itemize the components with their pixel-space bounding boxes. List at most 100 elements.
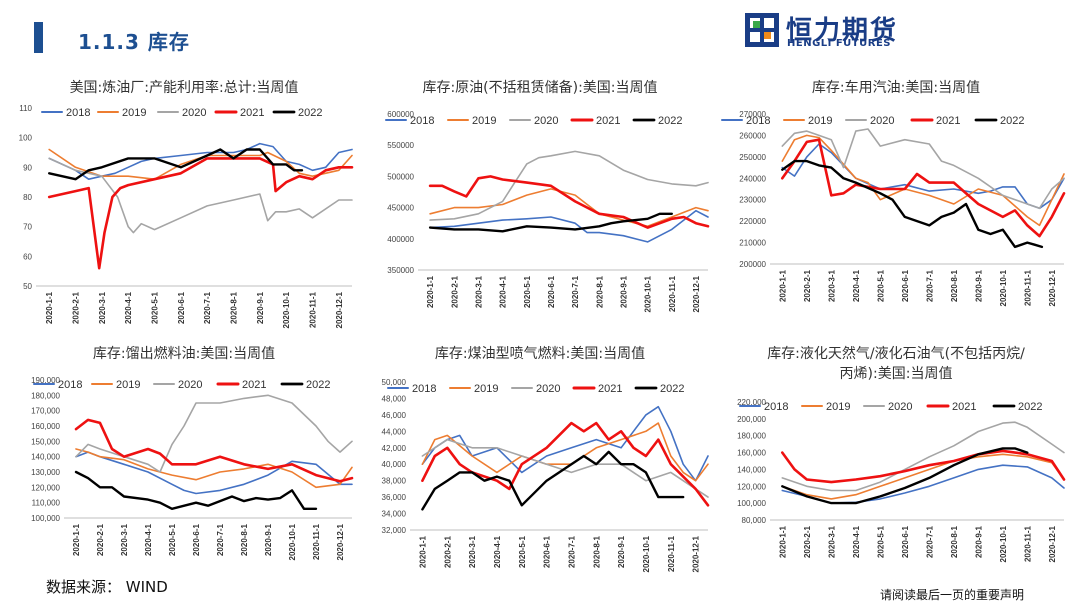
x-tick-label: 2020-11-1 bbox=[312, 523, 321, 560]
x-tick-label: 2020-10-1 bbox=[999, 269, 1008, 306]
legend-label: 2019 bbox=[808, 115, 832, 127]
y-tick-label: 190,000 bbox=[31, 376, 60, 385]
x-tick-label: 2020-1-1 bbox=[72, 523, 81, 556]
y-tick-label: 44,000 bbox=[382, 427, 407, 436]
x-tick-label: 2020-3-1 bbox=[827, 269, 836, 302]
series-line-2022 bbox=[74, 470, 318, 511]
chart-legend: 2018 2019 2020 2021 2022 bbox=[387, 383, 684, 395]
y-tick-label: 230000 bbox=[739, 196, 766, 205]
x-tick-label: 2020-9-1 bbox=[619, 275, 628, 308]
x-tick-label: 2020-6-1 bbox=[177, 291, 186, 324]
y-tick-label: 32,000 bbox=[382, 526, 407, 535]
y-tick-label: 450000 bbox=[387, 204, 414, 213]
x-tick-label: 2020-11-1 bbox=[667, 535, 676, 572]
legend-label: 2019 bbox=[116, 379, 140, 391]
y-tick-label: 110 bbox=[19, 104, 32, 113]
series-line-2022 bbox=[428, 212, 673, 233]
x-tick-label: 2020-1-1 bbox=[45, 291, 54, 324]
chart-title: 库存:馏出燃料油:美国:当周值 bbox=[92, 346, 276, 362]
y-tick-label: 40,000 bbox=[382, 460, 407, 469]
x-tick-label: 2020-2-1 bbox=[96, 523, 105, 556]
series-line-2022 bbox=[781, 159, 1044, 249]
x-tick-label: 2020-3-1 bbox=[120, 523, 129, 556]
y-tick-label: 400000 bbox=[387, 235, 414, 244]
y-tick-label: 220000 bbox=[739, 217, 766, 226]
x-tick-label: 2020-4-1 bbox=[493, 535, 502, 568]
x-tick-label: 2020-10-1 bbox=[999, 525, 1008, 562]
y-tick-label: 70 bbox=[23, 223, 32, 232]
x-tick-label: 2020-1-1 bbox=[778, 269, 787, 302]
y-tick-label: 350000 bbox=[387, 266, 414, 275]
y-tick-label: 250000 bbox=[739, 153, 766, 162]
series-line-2020 bbox=[421, 438, 709, 498]
series-line-2021 bbox=[421, 421, 710, 507]
x-tick-label: 2020-3-1 bbox=[474, 275, 483, 308]
y-tick-label: 60 bbox=[23, 252, 32, 261]
x-tick-label: 2020-9-1 bbox=[974, 525, 983, 558]
series-line-2021 bbox=[428, 175, 710, 229]
x-tick-label: 2020-6-1 bbox=[547, 275, 556, 308]
legend-label: 2021 bbox=[240, 107, 264, 119]
chart-title-line: 库存:液化天然气/液化石油气(不包括丙烷/ bbox=[767, 346, 1025, 362]
x-tick-label: 2020-12-1 bbox=[692, 275, 701, 312]
x-tick-label: 2020-10-1 bbox=[644, 275, 653, 312]
chart-title: 库存:原油(不括租赁储备):美国:当周值 bbox=[422, 80, 658, 96]
x-tick-label: 2020-2-1 bbox=[443, 535, 452, 568]
y-tick-label: 48,000 bbox=[382, 394, 407, 403]
line-chart: 350000 400000 450000 500000 550000 600000 2020… bbox=[385, 110, 710, 312]
series-line-2019 bbox=[781, 453, 1065, 500]
x-tick-label: 2020-12-1 bbox=[1048, 269, 1057, 306]
series-line-2020 bbox=[48, 157, 353, 234]
chart-panel-gasoline-inventory: 库存:车用汽油:美国:当周值 200000 210000 220000 230000 24… bbox=[718, 74, 1074, 336]
x-tick-label: 2020-5-1 bbox=[518, 535, 527, 568]
y-tick-label: 110,000 bbox=[32, 499, 61, 508]
legend-label: 2018 bbox=[764, 401, 788, 413]
series-line-2020 bbox=[75, 394, 353, 473]
chart-legend: 2018 2019 2020 2021 2022 bbox=[33, 379, 330, 391]
series-line-2020 bbox=[429, 150, 709, 221]
y-tick-label: 160,000 bbox=[737, 449, 766, 458]
x-tick-label: 2020-11-1 bbox=[309, 291, 318, 328]
y-tick-label: 220,000 bbox=[737, 398, 766, 407]
x-tick-label: 2020-8-1 bbox=[595, 275, 604, 308]
legend-label: 2020 bbox=[534, 115, 558, 127]
y-tick-label: 130,000 bbox=[31, 468, 60, 477]
y-tick-label: 100,000 bbox=[737, 499, 766, 508]
y-tick-label: 140,000 bbox=[737, 465, 766, 474]
x-tick-label: 2020-12-1 bbox=[335, 291, 344, 328]
x-tick-label: 2020-11-1 bbox=[1023, 525, 1032, 562]
legend-label: 2018 bbox=[58, 379, 82, 391]
legend-label: 2019 bbox=[826, 401, 850, 413]
series-line-2021 bbox=[47, 157, 354, 270]
chart-legend: 2018 2019 2020 2021 2022 bbox=[385, 115, 682, 127]
disclaimer-note: 请阅读最后一页的重要声明 bbox=[880, 588, 1025, 602]
x-tick-label: 2020-1-1 bbox=[778, 525, 787, 558]
y-tick-label: 150,000 bbox=[31, 437, 60, 446]
x-tick-label: 2020-12-1 bbox=[336, 523, 345, 560]
legend-label: 2021 bbox=[936, 115, 960, 127]
series-line-2022 bbox=[421, 450, 685, 511]
y-tick-label: 50,000 bbox=[382, 378, 407, 387]
y-tick-label: 550000 bbox=[387, 141, 414, 150]
y-tick-label: 600000 bbox=[387, 110, 414, 119]
chart-panel-refinery-utilization: 美国:炼油厂:产能利用率:总计:当周值 50 60 70 80 90 100 110 2020-… bbox=[6, 74, 362, 336]
x-tick-label: 2020-5-1 bbox=[876, 269, 885, 302]
x-tick-label: 2020-12-1 bbox=[692, 535, 701, 572]
chart-title: 库存:煤油型喷气燃料:美国:当周值 bbox=[434, 346, 646, 362]
x-tick-label: 2020-8-1 bbox=[950, 269, 959, 302]
series-line-2018 bbox=[421, 405, 709, 482]
x-tick-label: 2020-6-1 bbox=[901, 269, 910, 302]
legend-label: 2022 bbox=[298, 107, 322, 119]
series-line-2021 bbox=[781, 449, 1066, 484]
legend-label: 2020 bbox=[536, 383, 560, 395]
x-tick-label: 2020-3-1 bbox=[827, 525, 836, 558]
x-tick-label: 2020-1-1 bbox=[418, 535, 427, 568]
series-line-2018 bbox=[781, 143, 1065, 210]
x-tick-label: 2020-6-1 bbox=[543, 535, 552, 568]
legend-label: 2019 bbox=[474, 383, 498, 395]
chart-panel-distillate-inventory: 库存:馏出燃料油:美国:当周值 100,000 110,000 120,000 130,… bbox=[6, 340, 362, 570]
x-tick-label: 2020-4-1 bbox=[499, 275, 508, 308]
y-tick-label: 100,000 bbox=[31, 514, 60, 523]
logo-subtitle: HENGLI FUTURES bbox=[787, 38, 891, 49]
chart-title: 美国:炼油厂:产能利用率:总计:当周值 bbox=[69, 80, 299, 96]
